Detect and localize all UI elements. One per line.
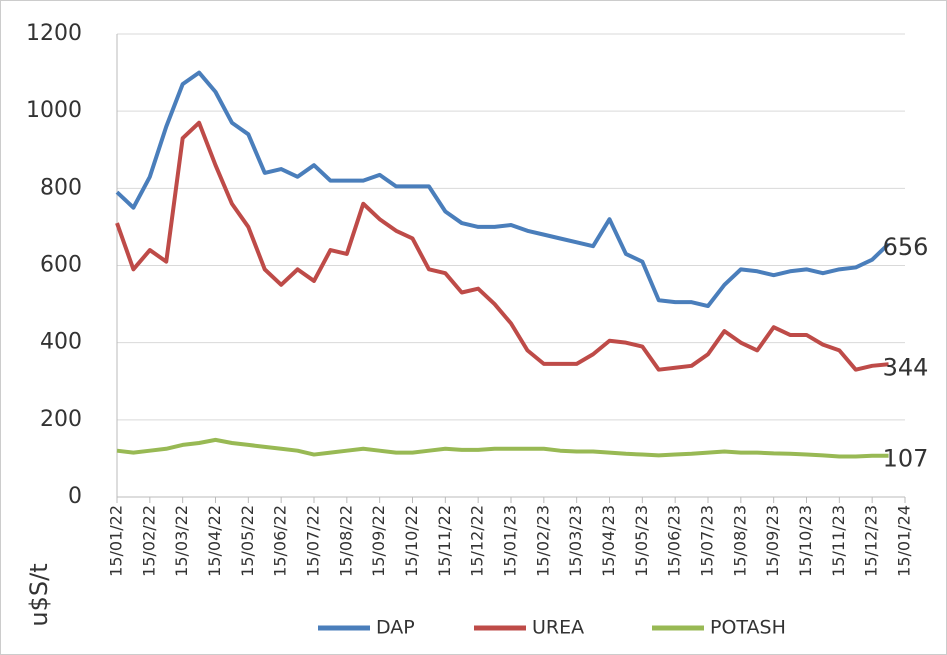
x-tick-label: 15/04/22 [205, 505, 224, 577]
x-tick-label: 15/03/22 [172, 505, 191, 577]
legend-label: DAP [376, 617, 415, 639]
x-tick-label: 15/02/23 [533, 505, 552, 577]
x-tick-label: 15/04/23 [599, 505, 618, 577]
y-tick-label: 600 [40, 253, 82, 278]
y-tick-label: 400 [40, 330, 82, 355]
x-tick-label: 15/06/23 [665, 505, 684, 577]
data-line [115, 120, 889, 372]
x-tick-label: 15/07/22 [304, 505, 323, 577]
x-tick-label: 15/01/23 [501, 505, 520, 577]
x-tick-label: 15/09/22 [369, 505, 388, 577]
x-tick-label: 15/12/23 [862, 505, 881, 577]
y-axis-label: u$S/t [25, 563, 53, 626]
x-tick-label: 15/05/23 [632, 505, 651, 577]
x-tick-label: 15/01/22 [107, 505, 126, 577]
y-tick-label: 200 [40, 407, 82, 432]
y-tick-label: 1000 [26, 98, 82, 123]
x-tick-label: 15/03/23 [566, 505, 585, 577]
x-tick-label: 15/11/23 [829, 505, 848, 577]
end-label: 656 [883, 233, 929, 261]
x-tick-label: 15/11/22 [435, 505, 454, 577]
x-tick-label: 15/12/22 [468, 505, 487, 577]
x-tick-label: 15/10/22 [402, 505, 421, 577]
y-tick-label: 1200 [26, 21, 82, 46]
x-tick-label: 15/08/23 [730, 505, 749, 577]
y-tick-label: 800 [40, 175, 82, 200]
x-tick-label: 15/08/22 [336, 505, 355, 577]
x-tick-label: 15/10/23 [796, 505, 815, 577]
end-label: 107 [883, 445, 929, 473]
x-tick-label: 15/06/22 [271, 505, 290, 577]
x-tick-label: 15/01/24 [895, 505, 914, 577]
x-tick-label: 15/09/23 [763, 505, 782, 577]
legend-label: POTASH [710, 617, 786, 639]
y-tick-label: 0 [68, 484, 82, 509]
legend-label: UREA [532, 617, 584, 639]
data-line [115, 70, 890, 309]
data-line [116, 437, 889, 459]
x-tick-label: 15/07/23 [698, 505, 717, 577]
x-tick-label: 15/02/22 [139, 505, 158, 577]
x-tick-label: 15/05/22 [238, 505, 257, 577]
end-label: 344 [883, 353, 929, 381]
